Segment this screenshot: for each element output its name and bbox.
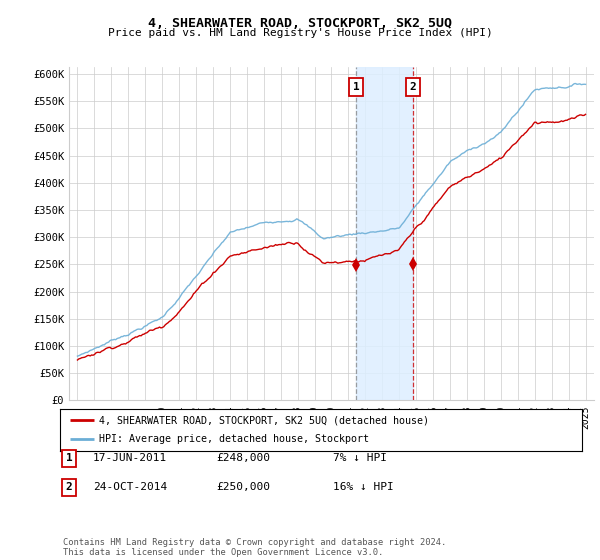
Text: 2: 2: [410, 82, 416, 92]
Text: £248,000: £248,000: [216, 453, 270, 463]
Text: 4, SHEARWATER ROAD, STOCKPORT, SK2 5UQ (detached house): 4, SHEARWATER ROAD, STOCKPORT, SK2 5UQ (…: [99, 415, 429, 425]
Text: 17-JUN-2011: 17-JUN-2011: [93, 453, 167, 463]
Text: 1: 1: [353, 82, 359, 92]
Text: 1: 1: [65, 453, 73, 463]
Text: 4, SHEARWATER ROAD, STOCKPORT, SK2 5UQ: 4, SHEARWATER ROAD, STOCKPORT, SK2 5UQ: [148, 17, 452, 30]
Text: 24-OCT-2014: 24-OCT-2014: [93, 482, 167, 492]
Text: 2: 2: [65, 482, 73, 492]
Bar: [356, 67, 413, 400]
Text: £250,000: £250,000: [216, 482, 270, 492]
Text: 16% ↓ HPI: 16% ↓ HPI: [333, 482, 394, 492]
Text: Contains HM Land Registry data © Crown copyright and database right 2024.
This d: Contains HM Land Registry data © Crown c…: [63, 538, 446, 557]
Text: HPI: Average price, detached house, Stockport: HPI: Average price, detached house, Stoc…: [99, 435, 369, 445]
Text: 7% ↓ HPI: 7% ↓ HPI: [333, 453, 387, 463]
Text: Price paid vs. HM Land Registry's House Price Index (HPI): Price paid vs. HM Land Registry's House …: [107, 28, 493, 38]
